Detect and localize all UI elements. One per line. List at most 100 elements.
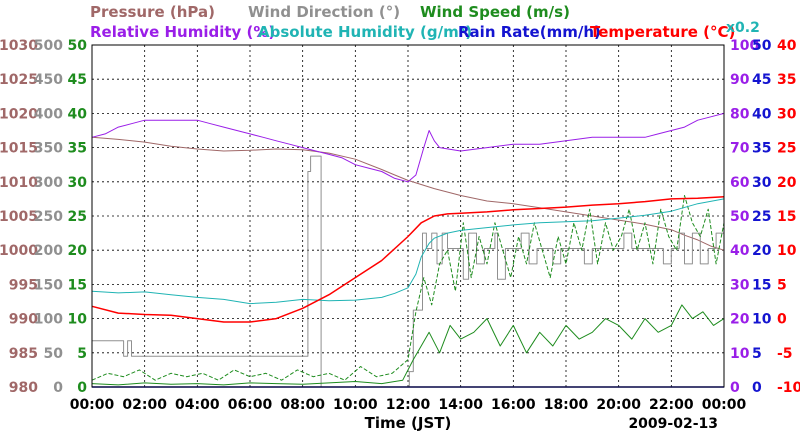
x-axis-labels: 00:00 02:00 04:00 06:00 08:00 10:00 12:00 14:00… [70, 397, 747, 413]
series-line-wind-speed-m-s [91, 304, 725, 386]
axis-tick-label: 30 [752, 175, 772, 191]
axis-tick-label: 0 [752, 380, 762, 396]
x-tick-label: 18:00 [544, 397, 589, 413]
x-tick-label: 12:00 [386, 397, 431, 413]
axis-tick-label: 15 [777, 209, 796, 225]
axis-tick-label: 15 [752, 277, 771, 293]
axis-tick-label: 1000 [0, 243, 38, 259]
axis-tick-label: 100 [730, 38, 759, 54]
axis-tick-label: 985 [9, 346, 38, 362]
x-tick-label: 20:00 [596, 397, 641, 413]
axis-tick-label: 40 [777, 38, 797, 54]
axis-tick-labels: 9809859909951000100510101015102010251030… [0, 38, 800, 396]
axis-tick-label: 20 [777, 175, 797, 191]
x-tick-label: 04:00 [175, 397, 220, 413]
x-axis-title: Time (JST) [365, 414, 452, 432]
axis-tick-label: 1030 [0, 38, 38, 54]
series-line-absolute-humidity-g-m-x0-2 [91, 198, 725, 305]
axis-tick-label: 1005 [0, 209, 38, 225]
axis-tick-label: 25 [752, 209, 771, 225]
series-line-relative-humidity [91, 112, 725, 183]
abs-humidity-scale-note: x0.2 [726, 20, 760, 36]
axis-tick-label: 90 [730, 72, 750, 88]
axis-tick-label: 1015 [0, 141, 38, 157]
axis-tick-label: 1025 [0, 72, 38, 88]
axis-tick-label: 5 [77, 346, 87, 362]
axis-tick-label: -5 [777, 346, 793, 362]
legend-entry: Wind Direction (°) [248, 3, 400, 21]
axis-tick-label: 400 [34, 106, 63, 122]
x-tick-label: 08:00 [280, 397, 325, 413]
axis-tick-label: 20 [68, 243, 88, 259]
axis-tick-label: 100 [34, 312, 63, 328]
axis-tick-label: 200 [34, 243, 63, 259]
axis-tick-label: 10 [68, 312, 88, 328]
axis-tick-label: 35 [777, 72, 796, 88]
legend-entry: Relative Humidity (%) [90, 23, 275, 41]
grid-lines [92, 45, 724, 387]
legend-entry: Wind Speed (m/s) [420, 3, 570, 21]
series-line-wind-speed-gust-m-s [91, 195, 725, 381]
axis-tick-label: 250 [34, 209, 63, 225]
x-tick-label: 00:00 [70, 397, 115, 413]
axis-tick-label: 20 [752, 243, 772, 259]
plot-frame [91, 44, 725, 388]
axis-tick-label: 5 [777, 277, 787, 293]
x-tick-label: 00:00 [702, 397, 747, 413]
date-label: 2009-02-13 [628, 416, 718, 432]
axis-tick-label: 990 [9, 312, 38, 328]
axis-tick-label: 35 [752, 141, 771, 157]
axis-tick-label: 40 [68, 106, 88, 122]
axis-tick-label: 150 [34, 277, 63, 293]
axis-tick-label: 0 [730, 380, 740, 396]
axis-tick-label: 0 [777, 312, 787, 328]
axis-tick-label: 35 [68, 141, 87, 157]
legend-entry: Temperature (°C) [590, 23, 735, 41]
axis-tick-label: 50 [730, 209, 750, 225]
axis-tick-label: 50 [44, 346, 64, 362]
axis-tick-label: 10 [752, 312, 772, 328]
axis-tick-label: 45 [68, 72, 87, 88]
x-tick-label: 22:00 [649, 397, 694, 413]
axis-tick-label: 980 [9, 380, 38, 396]
series-line-temperature-c [91, 196, 725, 323]
axis-tick-label: 40 [752, 106, 772, 122]
axis-tick-label: 500 [34, 38, 63, 54]
legend-entry: Pressure (hPa) [90, 3, 215, 21]
x-tick-label: 16:00 [491, 397, 536, 413]
axis-tick-label: 10 [730, 346, 750, 362]
axis-tick-label: 50 [68, 38, 88, 54]
axis-tick-label: 10 [777, 243, 797, 259]
axis-tick-label: 70 [730, 141, 750, 157]
x-tick-label: 10:00 [333, 397, 378, 413]
axis-tick-label: 300 [34, 175, 63, 191]
axis-tick-label: 5 [752, 346, 762, 362]
axis-tick-label: 15 [68, 277, 87, 293]
axis-tick-label: -10 [777, 380, 800, 396]
legend-entry: Absolute Humidity (g/m³) [258, 23, 472, 41]
axis-tick-label: 25 [68, 209, 87, 225]
axis-tick-label: 20 [730, 312, 750, 328]
legend: Pressure (hPa) Wind Direction (°) Wind Spe… [90, 3, 735, 41]
axis-tick-label: 1020 [0, 106, 38, 122]
axis-tick-label: 80 [730, 106, 750, 122]
axis-tick-label: 995 [9, 277, 38, 293]
axis-tick-label: 60 [730, 175, 750, 191]
axis-tick-label: 30 [68, 175, 88, 191]
legend-entry: Rain Rate(mm/h) [458, 23, 601, 41]
axis-tick-label: 0 [53, 380, 63, 396]
axis-tick-label: 30 [730, 277, 750, 293]
x-tick-label: 02:00 [122, 397, 167, 413]
x-tick-label: 06:00 [228, 397, 273, 413]
axis-tick-label: 350 [34, 141, 63, 157]
axis-tick-label: 1010 [0, 175, 38, 191]
x-tick-label: 14:00 [438, 397, 483, 413]
axis-tick-label: 30 [777, 106, 797, 122]
axis-tick-label: 25 [777, 141, 796, 157]
axis-tick-label: 50 [752, 38, 772, 54]
axis-tick-label: 0 [77, 380, 87, 396]
axis-tick-label: 450 [34, 72, 63, 88]
axis-tick-label: 40 [730, 243, 750, 259]
